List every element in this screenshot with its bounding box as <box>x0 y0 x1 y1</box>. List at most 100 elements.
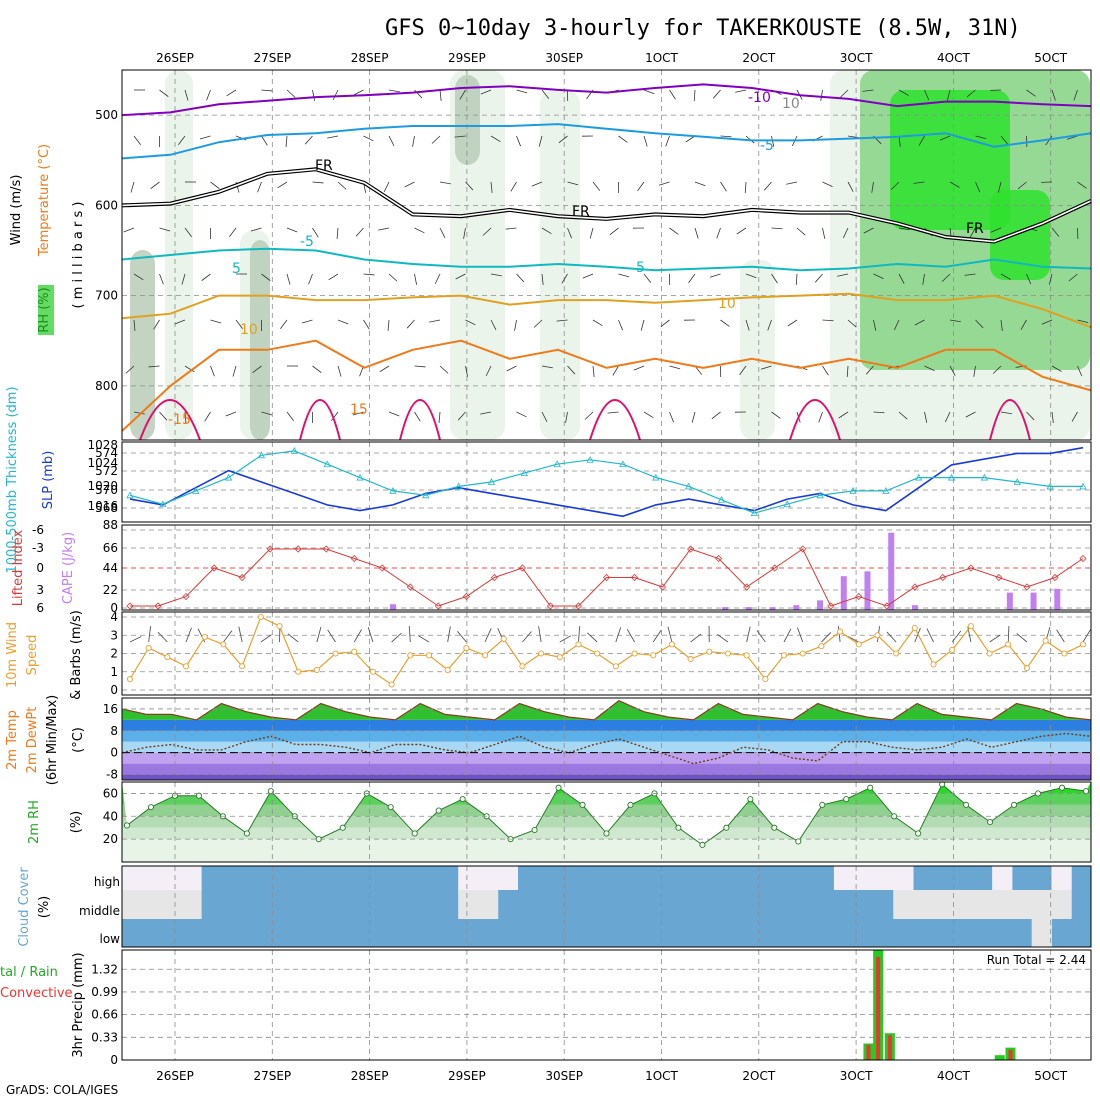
thickness-point <box>1013 478 1021 485</box>
cloud-clear <box>141 866 163 890</box>
wind-barb <box>431 135 441 144</box>
wind-barb <box>745 273 757 279</box>
wind-barb <box>505 227 517 230</box>
wind-barb <box>669 365 681 370</box>
rh-point <box>795 838 802 845</box>
wind-barb <box>847 181 854 192</box>
wind-barb-10m <box>223 630 233 643</box>
wind-barb <box>336 227 339 239</box>
wind-barb <box>412 135 415 147</box>
rh-shade <box>250 240 270 440</box>
wind-barb-10m <box>886 631 897 643</box>
cloud-clear <box>952 890 973 919</box>
wind-point <box>126 676 134 683</box>
wind-barb <box>159 411 168 421</box>
rh-point <box>459 796 466 803</box>
temp-tick: 0 <box>110 746 118 760</box>
precip-conv-bar <box>876 956 881 1060</box>
ylabel-rh2m-a: 2m RH <box>27 800 42 844</box>
wind-barb <box>516 135 521 147</box>
wind-barb <box>922 273 925 285</box>
cloud-clear <box>458 890 479 919</box>
wind-point <box>295 668 302 675</box>
wind-barb <box>839 89 849 98</box>
wind-barb <box>584 411 594 420</box>
rh-point <box>987 818 994 826</box>
bottom-date-label: 29SEP <box>448 1069 486 1083</box>
wind-barb <box>964 273 976 276</box>
ylabel-cloud-b: (%) <box>37 896 52 919</box>
wind-barb <box>257 181 262 193</box>
ylabel-temp-a: 2m Temp <box>5 710 20 770</box>
wind-point <box>818 643 825 650</box>
isotherm-label: 10 <box>782 96 800 112</box>
li-point <box>715 554 723 563</box>
wind-tick: 3 <box>110 628 118 642</box>
wind-barb <box>178 135 186 146</box>
wind-barb <box>514 319 517 331</box>
slp-tick: 1028 <box>87 438 118 452</box>
wind-barb <box>153 319 160 330</box>
wind-barb <box>665 135 670 147</box>
thickness-point <box>717 495 726 503</box>
wind-barb <box>837 273 849 277</box>
thickness-point <box>422 491 430 499</box>
precip-conv-bar <box>1008 1049 1013 1060</box>
wind-barb <box>250 227 262 232</box>
li-point <box>827 602 835 610</box>
cloud-clear <box>1031 890 1052 919</box>
wind-barb <box>736 227 747 235</box>
wind-barb <box>992 365 1002 374</box>
temp-band <box>122 741 1091 753</box>
wind-point <box>743 652 750 659</box>
wind-barb-10m <box>457 631 467 643</box>
top-date-label: 29SEP <box>448 51 486 65</box>
wind-barb <box>688 273 696 284</box>
wind-barb <box>439 365 449 374</box>
wind-barb <box>565 411 568 423</box>
wind-barb <box>378 227 390 231</box>
wind-barb <box>612 365 619 376</box>
wind-barb <box>337 181 347 190</box>
series-slp <box>129 446 1084 518</box>
top-date-label: 3OCT <box>840 51 873 65</box>
rh-point <box>963 801 970 808</box>
wind-barb <box>1000 411 1012 415</box>
wind-barb <box>312 227 319 238</box>
precip-legend-total: tal / Rain <box>0 965 58 980</box>
li-point <box>294 545 302 553</box>
top-date-label: 4OCT <box>937 51 970 65</box>
ylabel-temp-c: (6hr Min/Max) <box>45 695 60 785</box>
wind-point <box>724 650 732 657</box>
ylabel-cloud-a: Cloud Cover <box>17 867 32 947</box>
isotherm-label: -5 <box>760 138 774 154</box>
wind-barb-10m <box>391 632 402 643</box>
wind-barb <box>873 319 877 331</box>
cape-tick: 66 <box>103 541 118 555</box>
rh-point <box>147 804 155 811</box>
li-point <box>434 602 442 610</box>
wind-barb <box>181 273 186 285</box>
wind-barb <box>261 411 273 416</box>
wind-barb <box>261 89 273 92</box>
temp-band <box>122 763 1091 775</box>
li-point <box>883 602 891 610</box>
wind-point <box>687 655 694 663</box>
wind-barb <box>133 411 145 415</box>
isotherm-label: -15 <box>168 412 191 428</box>
wind-barb <box>1068 273 1078 282</box>
ylabel-rh2m-b: (%) <box>69 811 84 834</box>
wind-barb <box>796 227 806 236</box>
cape-tick: 44 <box>103 561 118 575</box>
wind-barb <box>567 365 576 375</box>
rh-point <box>243 830 250 837</box>
rh-tick: 60 <box>103 786 118 800</box>
rh-point <box>339 824 346 831</box>
wind-barb <box>482 227 492 236</box>
isotherm--10 <box>121 83 1092 117</box>
wind-point <box>519 663 526 670</box>
isotherm-label: -10 <box>748 90 771 106</box>
li-point <box>490 573 498 582</box>
li-point <box>630 573 639 582</box>
wind-barb <box>485 365 492 377</box>
